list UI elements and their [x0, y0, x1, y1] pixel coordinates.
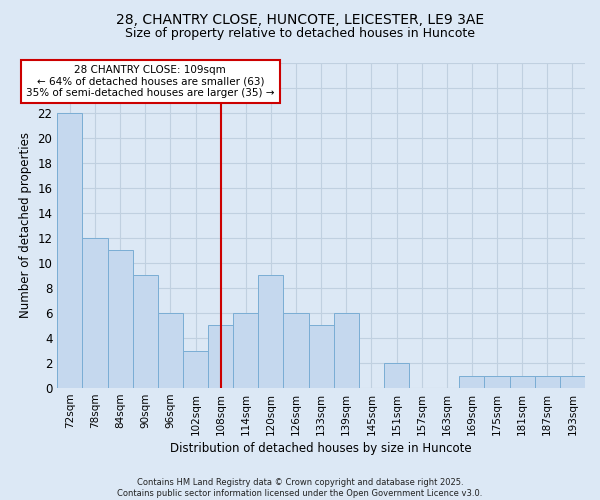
Bar	[58, 112, 82, 388]
Bar	[484, 376, 509, 388]
Bar	[283, 313, 308, 388]
Bar	[259, 276, 283, 388]
Bar	[133, 276, 158, 388]
Bar	[308, 326, 334, 388]
Text: 28 CHANTRY CLOSE: 109sqm
← 64% of detached houses are smaller (63)
35% of semi-d: 28 CHANTRY CLOSE: 109sqm ← 64% of detach…	[26, 65, 275, 98]
Bar	[107, 250, 133, 388]
Bar	[334, 313, 359, 388]
Text: Size of property relative to detached houses in Huncote: Size of property relative to detached ho…	[125, 28, 475, 40]
Bar	[82, 238, 107, 388]
Bar	[208, 326, 233, 388]
X-axis label: Distribution of detached houses by size in Huncote: Distribution of detached houses by size …	[170, 442, 472, 455]
Text: 28, CHANTRY CLOSE, HUNCOTE, LEICESTER, LE9 3AE: 28, CHANTRY CLOSE, HUNCOTE, LEICESTER, L…	[116, 12, 484, 26]
Bar	[535, 376, 560, 388]
Bar	[384, 363, 409, 388]
Bar	[460, 376, 484, 388]
Text: Contains HM Land Registry data © Crown copyright and database right 2025.
Contai: Contains HM Land Registry data © Crown c…	[118, 478, 482, 498]
Bar	[158, 313, 183, 388]
Bar	[183, 350, 208, 388]
Bar	[233, 313, 259, 388]
Y-axis label: Number of detached properties: Number of detached properties	[19, 132, 32, 318]
Bar	[560, 376, 585, 388]
Bar	[509, 376, 535, 388]
